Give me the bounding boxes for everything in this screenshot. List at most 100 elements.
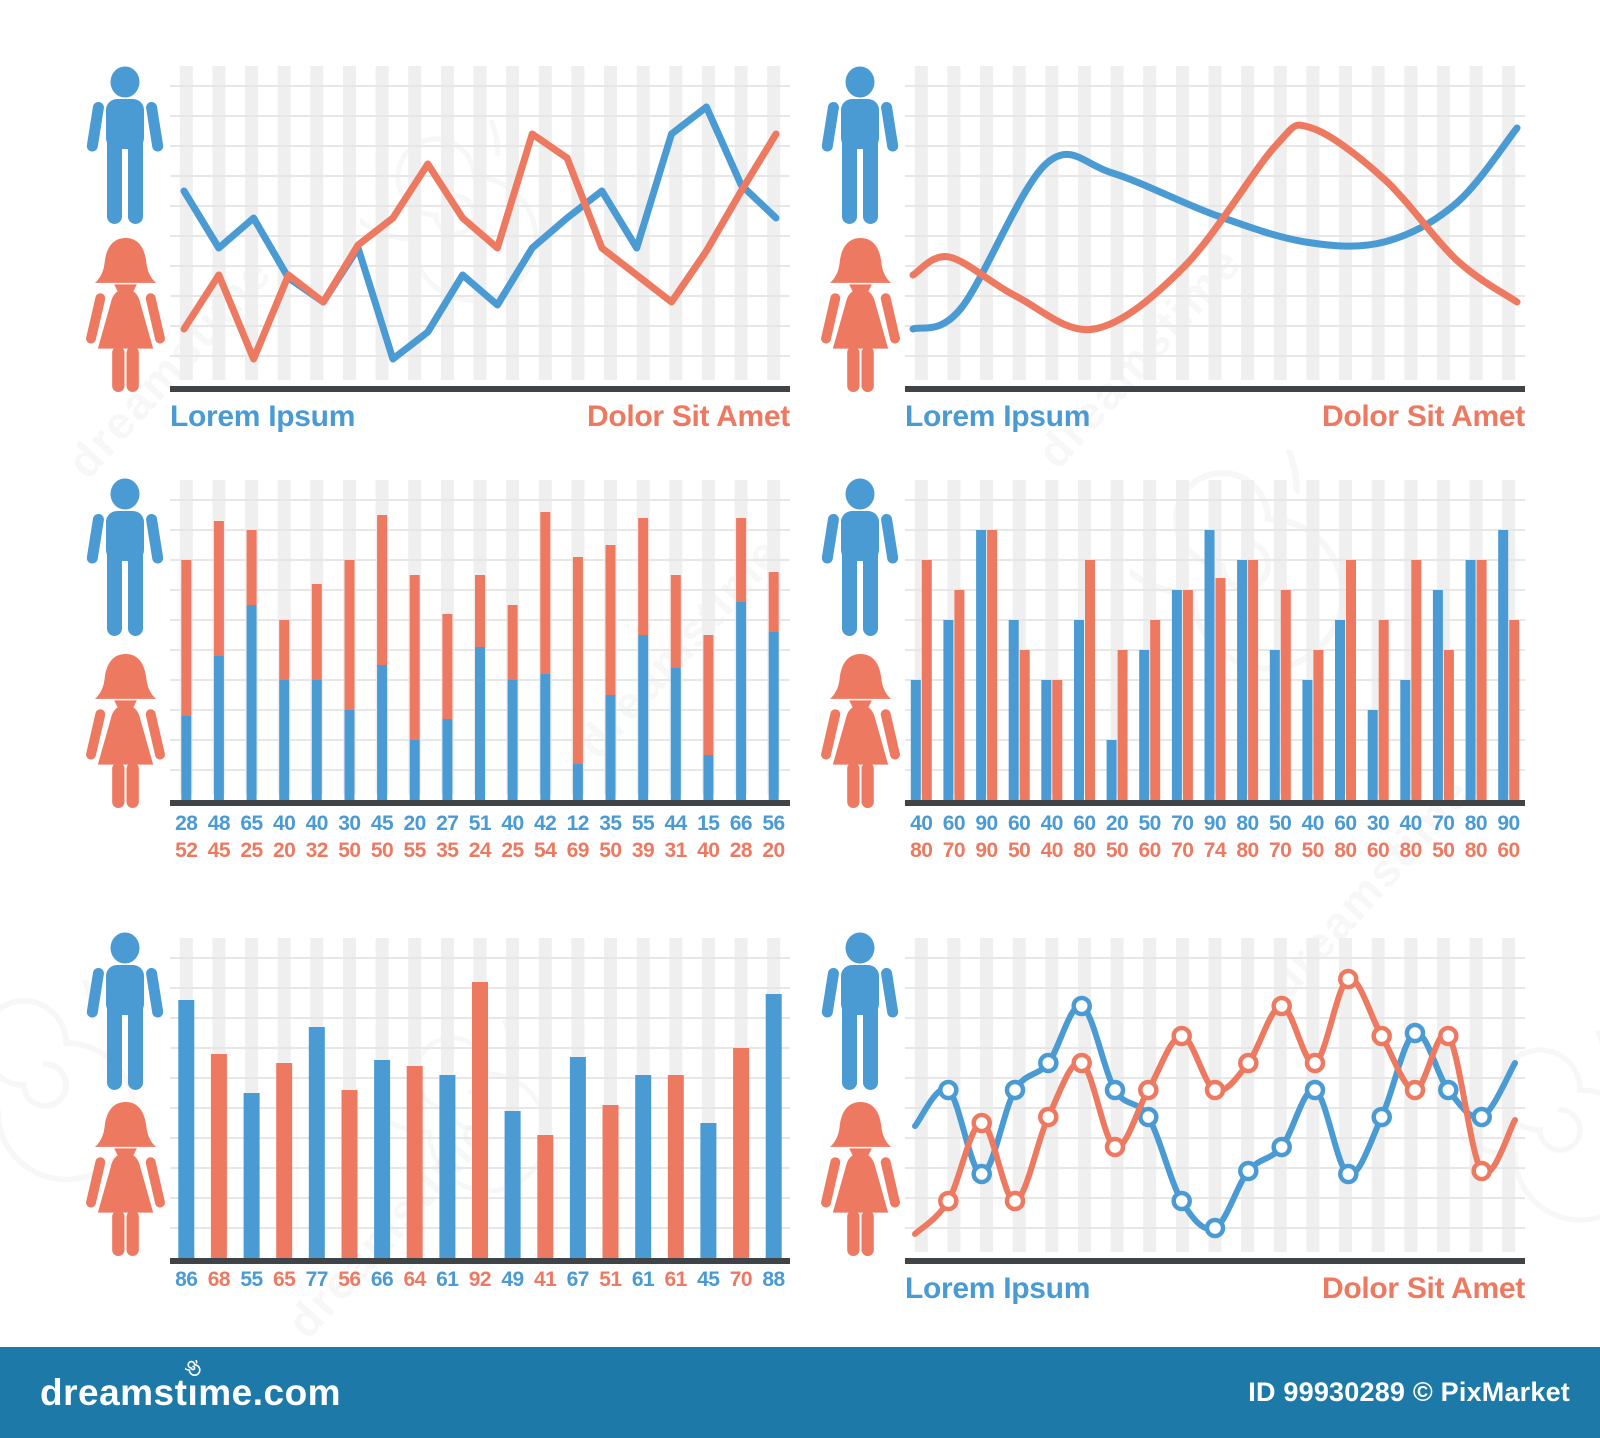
bar-value-row: 28 48 65 40 40 30 45 20 27 51 40 42 12 35 55 44 15 66 56 [170, 810, 790, 837]
bar-value-label: 45 [370, 812, 394, 835]
bar-value-label: 28 [729, 839, 753, 862]
bar-value-label: 66 [729, 812, 753, 835]
bar-value-label: 40 [1399, 812, 1423, 835]
bar-value-label: 44 [664, 812, 688, 835]
bar-value-label: 86 [175, 1268, 198, 1291]
chart-grouped-bars [905, 478, 1525, 808]
bar-value-label: 65 [240, 812, 263, 835]
bar-value-rows: 40 60 90 60 40 60 20 50 70 90 80 50 40 60 30 40 70 80 90 80… [905, 810, 1525, 864]
female-icon [813, 236, 908, 399]
bar-value-label: 60 [1008, 812, 1031, 835]
bar-value-label: 30 [338, 812, 361, 835]
bar-value-label: 80 [1334, 839, 1357, 862]
bar-value-label: 20 [273, 839, 296, 862]
bar-value-label: 60 [1334, 812, 1357, 835]
bar-value-label: 27 [436, 812, 459, 835]
chart-zigzag-line [170, 64, 790, 394]
female-icon [78, 1100, 173, 1263]
bar-value-label: 80 [1464, 839, 1488, 862]
footer-watermark-bar: dreamst ı me.com ID 99930289 © PixMarket [0, 1347, 1600, 1438]
bar-value-label: 40 [1040, 839, 1064, 862]
bar-value-label: 60 [942, 812, 966, 835]
bar-value-label: 20 [1105, 812, 1129, 835]
series-label-dolor-sit-amet: Dolor Sit Amet [1321, 1272, 1525, 1305]
bar-value-label: 90 [1203, 812, 1227, 835]
chart-legend-row: Lorem Ipsum Dolor Sit Amet [905, 400, 1525, 434]
bar-value-row: 40 60 90 60 40 60 20 50 70 90 80 50 40 60 30 40 70 80 90 [905, 810, 1525, 837]
female-icon [78, 236, 173, 399]
bar-value-label: 60 [1073, 812, 1096, 835]
bar-value-row: 52 45 25 20 32 50 50 55 35 24 25 54 69 50 39 31 40 28 20 [170, 837, 790, 864]
chart-marker-lines [905, 936, 1525, 1266]
bar-value-label: 88 [762, 1268, 785, 1291]
bar-value-label: 50 [1269, 812, 1292, 835]
series-label-dolor-sit-amet: Dolor Sit Amet [586, 400, 790, 433]
chart-stacked-bars [170, 478, 790, 808]
series-label-lorem-ipsum: Lorem Ipsum [905, 400, 1091, 433]
bar-value-label: 70 [1432, 812, 1455, 835]
bar-value-label: 41 [534, 1268, 557, 1291]
bar-value-label: 48 [207, 812, 231, 835]
bar-value-label: 64 [403, 1268, 427, 1291]
male-icon [85, 66, 165, 231]
bar-value-label: 90 [975, 839, 998, 862]
bar-value-label: 66 [370, 1268, 394, 1291]
male-icon [820, 478, 900, 643]
series-label-lorem-ipsum: Lorem Ipsum [905, 1272, 1091, 1305]
bar-value-label: 61 [631, 1268, 655, 1291]
bar-value-label: 55 [403, 839, 427, 862]
bar-value-label: 25 [240, 839, 263, 862]
male-icon [820, 66, 900, 231]
bar-value-label: 51 [599, 1268, 622, 1291]
bar-value-label: 40 [305, 812, 329, 835]
bar-value-label: 50 [370, 839, 394, 862]
bar-value-label: 39 [631, 839, 655, 862]
bar-value-label: 69 [566, 839, 590, 862]
bar-value-rows: 86 68 55 65 77 56 66 64 61 92 49 41 67 51 61 61 45 70 88 [170, 1266, 790, 1293]
dreamstime-logo: dreamst ı me.com [40, 1359, 341, 1414]
bar-value-label: 20 [762, 839, 785, 862]
bar-value-label: 80 [1236, 839, 1259, 862]
bar-value-label: 65 [273, 1268, 296, 1291]
bar-value-label: 50 [1008, 839, 1031, 862]
bar-value-label: 55 [631, 812, 655, 835]
female-icon [813, 1100, 908, 1263]
bar-value-label: 40 [697, 839, 720, 862]
chart-smooth-curves [905, 64, 1525, 394]
bar-value-label: 68 [207, 1268, 231, 1291]
bar-value-label: 25 [501, 839, 524, 862]
bar-value-label: 40 [273, 812, 296, 835]
female-icon [78, 652, 173, 815]
bar-value-rows: 28 48 65 40 40 30 45 20 27 51 40 42 12 35 55 44 15 66 56 52… [170, 810, 790, 864]
bar-value-label: 92 [468, 1268, 492, 1291]
bar-value-label: 49 [501, 1268, 524, 1291]
series-label-lorem-ipsum: Lorem Ipsum [170, 400, 356, 433]
bar-value-label: 51 [468, 812, 492, 835]
bar-value-label: 77 [305, 1268, 329, 1291]
bar-value-row: 86 68 55 65 77 56 66 64 61 92 49 41 67 51 61 61 45 70 88 [170, 1266, 790, 1293]
image-credit: ID 99930289 © PixMarket [1248, 1377, 1570, 1407]
bar-value-label: 42 [534, 812, 557, 835]
bar-value-row: 80 70 90 50 40 80 50 60 70 74 80 70 50 80 60 80 50 80 60 [905, 837, 1525, 864]
bar-value-label: 61 [436, 1268, 459, 1291]
bar-value-label: 60 [1138, 839, 1162, 862]
chart-legend-row: Lorem Ipsum Dolor Sit Amet [170, 400, 790, 434]
male-icon [85, 932, 165, 1097]
bar-value-label: 55 [240, 1268, 263, 1291]
bar-value-label: 45 [207, 839, 231, 862]
chart-legend-row: Lorem Ipsum Dolor Sit Amet [905, 1272, 1525, 1306]
bar-value-label: 80 [1399, 839, 1423, 862]
bar-value-label: 28 [175, 812, 198, 835]
bar-value-label: 50 [1105, 839, 1129, 862]
bar-value-label: 70 [1171, 839, 1194, 862]
bar-value-label: 90 [1497, 812, 1520, 835]
bar-value-label: 50 [1138, 812, 1162, 835]
bar-value-label: 80 [910, 839, 933, 862]
bar-value-label: 60 [1366, 839, 1390, 862]
bar-value-label: 15 [697, 812, 720, 835]
bar-value-label: 80 [1464, 812, 1488, 835]
bar-value-label: 31 [664, 839, 688, 862]
bar-value-label: 50 [1432, 839, 1455, 862]
bar-value-label: 30 [1366, 812, 1390, 835]
bar-value-label: 52 [175, 839, 198, 862]
